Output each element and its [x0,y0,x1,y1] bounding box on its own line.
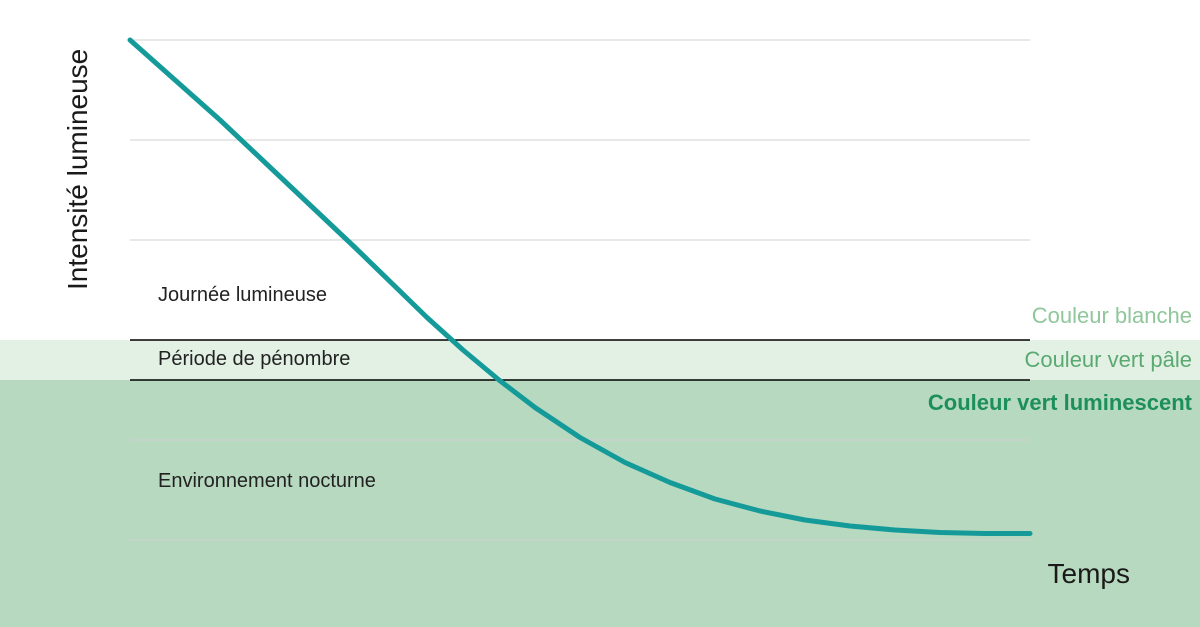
zone-label-journee: Journée lumineuse [158,284,327,307]
color-label-blanche: Couleur blanche [1032,303,1192,329]
light-intensity-chart: Intensité lumineuse Temps Journée lumine… [0,0,1200,627]
color-label-vert-pale: Couleur vert pâle [1024,347,1192,373]
x-axis-title: Temps [1048,558,1130,590]
zone-band-nocturne [0,380,1200,627]
zone-label-penombre: Période de pénombre [158,348,350,371]
y-axis-title: Intensité lumineuse [62,49,94,290]
chart-svg [0,0,1200,627]
zone-label-nocturne: Environnement nocturne [158,470,376,493]
color-label-vert-luminescent: Couleur vert luminescent [928,390,1192,416]
